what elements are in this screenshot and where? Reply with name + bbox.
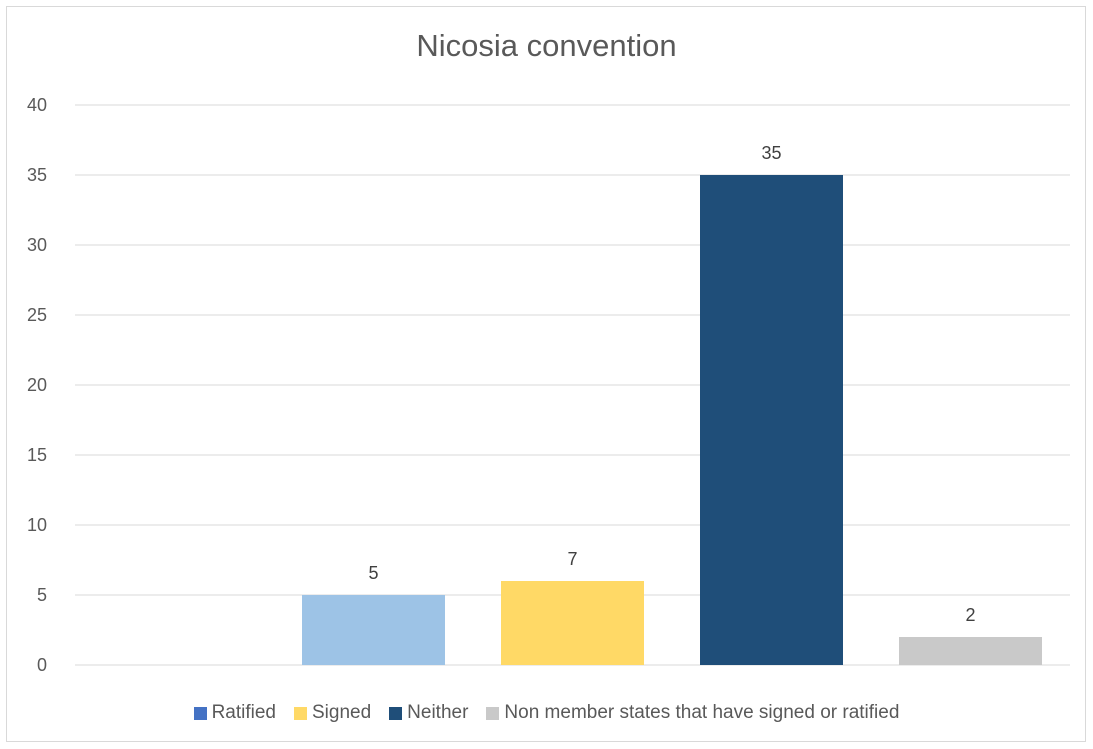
y-tick-label: 10 bbox=[27, 515, 47, 535]
chart-legend: Ratified Signed Neither Non member state… bbox=[0, 702, 1093, 724]
bar bbox=[700, 175, 843, 665]
y-tick-label: 5 bbox=[37, 585, 47, 605]
y-tick-label: 0 bbox=[37, 655, 47, 675]
bar bbox=[302, 595, 445, 665]
y-tick-label: 40 bbox=[27, 95, 47, 115]
legend-label-non-member: Non member states that have signed or ra… bbox=[504, 702, 900, 723]
data-label: 7 bbox=[567, 549, 577, 569]
legend-label-ratified: Ratified bbox=[211, 702, 276, 723]
bar bbox=[501, 581, 644, 665]
legend-item-neither: Neither bbox=[389, 702, 468, 724]
data-label: 2 bbox=[965, 605, 975, 625]
legend-item-non-member: Non member states that have signed or ra… bbox=[486, 702, 899, 724]
legend-item-ratified: Ratified bbox=[193, 702, 276, 724]
legend-label-signed: Signed bbox=[312, 702, 372, 723]
y-tick-label: 35 bbox=[27, 165, 47, 185]
bar bbox=[899, 637, 1042, 665]
data-label: 35 bbox=[761, 143, 781, 163]
legend-swatch-signed bbox=[294, 706, 307, 720]
legend-item-signed: Signed bbox=[294, 702, 371, 724]
y-tick-label: 20 bbox=[27, 375, 47, 395]
legend-label-neither: Neither bbox=[407, 702, 469, 723]
legend-swatch-non-member bbox=[486, 706, 500, 720]
y-tick-label: 30 bbox=[27, 235, 47, 255]
chart-title: Nicosia convention bbox=[416, 28, 677, 63]
legend-swatch-ratified bbox=[193, 706, 207, 720]
data-label: 5 bbox=[368, 563, 378, 583]
y-tick-label: 15 bbox=[27, 445, 47, 465]
legend-swatch-neither bbox=[389, 706, 403, 720]
y-tick-label: 25 bbox=[27, 305, 47, 325]
